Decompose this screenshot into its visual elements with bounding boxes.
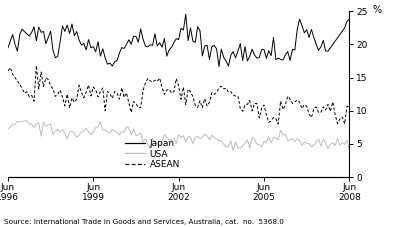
Legend: Japan, USA, ASEAN: Japan, USA, ASEAN bbox=[122, 136, 184, 173]
Text: Source: International Trade in Goods and Services, Australia, cat.  no.  5368.0: Source: International Trade in Goods and… bbox=[4, 219, 284, 225]
Y-axis label: %: % bbox=[372, 5, 381, 15]
